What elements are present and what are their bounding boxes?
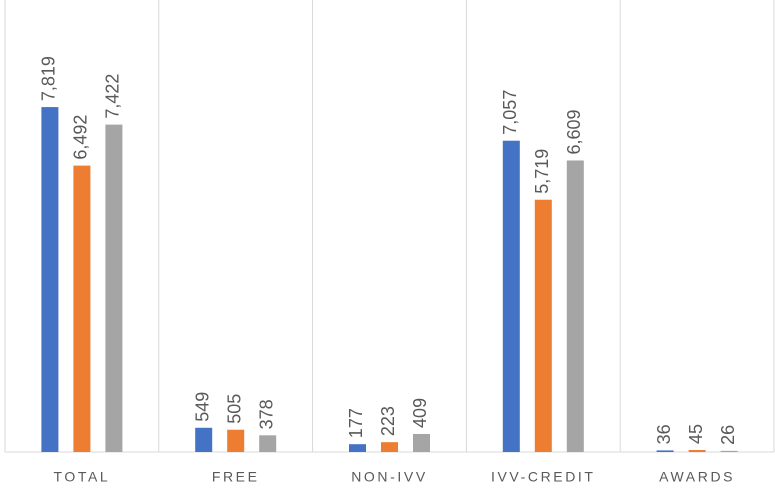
data-label: 5,719	[532, 149, 552, 194]
data-label: 6,492	[71, 115, 91, 160]
data-label: 36	[654, 424, 674, 444]
bar	[413, 433, 430, 452]
bar	[105, 124, 123, 452]
data-label: 549	[192, 392, 212, 422]
bar	[41, 107, 59, 453]
x-tick-label: NON-IVV	[351, 469, 428, 485]
bar	[227, 429, 245, 452]
data-label: 45	[686, 424, 706, 444]
data-label: 7,057	[500, 90, 520, 135]
x-tick-label: FREE	[212, 469, 260, 485]
data-label: 378	[256, 399, 276, 429]
bar	[259, 435, 277, 452]
bar	[688, 450, 706, 452]
bar	[656, 450, 674, 452]
data-label: 223	[378, 406, 398, 436]
bar	[566, 160, 584, 452]
x-tick-label: IVV-CREDIT	[491, 469, 596, 485]
data-label: 7,422	[103, 74, 123, 119]
data-label: 26	[718, 425, 738, 445]
bar	[195, 427, 213, 452]
data-label: 6,609	[564, 109, 584, 154]
bar	[502, 140, 520, 452]
data-label: 505	[224, 394, 244, 424]
bar	[720, 450, 738, 452]
data-label: 409	[410, 398, 430, 428]
bar	[534, 199, 552, 452]
bar	[349, 444, 366, 452]
data-label: 7,819	[39, 56, 59, 101]
bar	[73, 165, 91, 452]
x-tick-label: AWARDS	[659, 469, 735, 485]
x-tick-label: TOTAL	[53, 469, 110, 485]
bar	[381, 442, 398, 452]
data-label: 177	[346, 408, 366, 438]
